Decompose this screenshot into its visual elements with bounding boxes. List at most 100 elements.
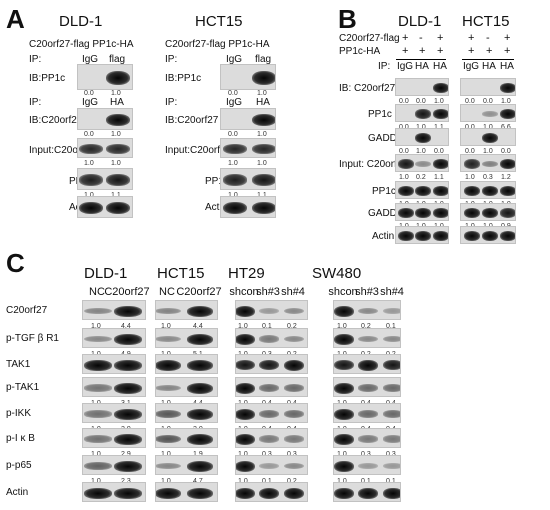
quant: 0.2 [287, 323, 297, 330]
band [500, 186, 515, 196]
band [156, 359, 182, 371]
quant: 0.0 [84, 131, 94, 138]
blot-dld1 [395, 154, 449, 172]
band [464, 208, 480, 218]
blot [155, 428, 218, 448]
panel-letter-b: B [338, 4, 357, 34]
band [258, 384, 280, 392]
cell-line-title: HCT15 [195, 13, 243, 30]
band [186, 382, 214, 394]
band [283, 462, 305, 470]
band [258, 410, 280, 418]
blot-hct15 [460, 181, 516, 199]
group-title: DLD-1 [84, 265, 128, 282]
blot [155, 328, 218, 348]
band [358, 435, 378, 443]
lane-label: C20orf27 [104, 286, 150, 298]
blot-dld1 [395, 104, 449, 122]
band [84, 335, 112, 343]
ip-lane: IgG [225, 54, 243, 65]
band [114, 408, 142, 420]
band [482, 133, 498, 143]
blot [155, 455, 218, 475]
band [236, 359, 256, 371]
sign: + [419, 45, 426, 57]
blot [82, 377, 146, 397]
band [415, 231, 431, 241]
construct-header: C20orf27-flag PP1c-HA [29, 39, 134, 50]
band [464, 231, 480, 241]
band [84, 359, 112, 371]
band [464, 159, 480, 169]
band [156, 409, 182, 419]
quant: 1.0 [337, 451, 347, 458]
quant: 6.6 [501, 124, 511, 131]
row-label: GADD34 [368, 208, 409, 219]
blot-ib-pp1c [77, 64, 133, 90]
ip-lane: HA [433, 61, 447, 72]
blot [235, 328, 308, 348]
blot [155, 354, 218, 374]
band [156, 384, 182, 392]
band [358, 410, 378, 418]
blot-input-c20orf27 [77, 138, 133, 158]
band [236, 382, 256, 394]
band [433, 109, 448, 119]
sign: + [468, 32, 475, 44]
blot [82, 300, 146, 320]
band [415, 133, 431, 143]
quant: 0.0 [501, 148, 511, 155]
construct-label: C20orf27-flag [339, 33, 400, 44]
quant: 1.0 [228, 192, 238, 199]
ip-lane: flag [254, 54, 272, 65]
band [482, 231, 498, 241]
band [258, 307, 280, 315]
ib-label: IB:PP1c [29, 73, 66, 84]
blot [82, 328, 146, 348]
quant: 1.0 [238, 451, 248, 458]
quant: 1.1 [257, 192, 267, 199]
row-label: Input: C20orf27 [339, 159, 408, 170]
band [114, 487, 142, 499]
quant: 1.1 [434, 124, 444, 131]
band [334, 487, 354, 499]
row-label: GADD34 [368, 133, 409, 144]
blot-dld1 [395, 128, 449, 146]
band [283, 384, 305, 392]
band [383, 487, 400, 499]
quant: 1.0 [91, 478, 101, 485]
band [84, 410, 112, 418]
input-label: Input:C20orf27 [29, 145, 96, 156]
band [106, 144, 130, 154]
ip-lane: IgG [81, 97, 99, 108]
band [383, 307, 400, 315]
band [186, 433, 214, 445]
quant: 0.0 [399, 98, 409, 105]
blot-pp1c [220, 168, 276, 190]
band [433, 186, 448, 196]
blot-hct15 [460, 128, 516, 146]
blot-hct15 [460, 226, 516, 244]
band [186, 359, 214, 371]
sign: + [504, 45, 511, 57]
band [84, 462, 112, 470]
cell-line-title: DLD-1 [398, 13, 442, 30]
blot-pp1c [77, 168, 133, 190]
blot-dld1 [395, 203, 449, 221]
blot [333, 403, 401, 423]
quant: 1.0 [91, 451, 101, 458]
band [500, 208, 515, 218]
band [283, 410, 305, 418]
band [114, 359, 142, 371]
quant: 0.3 [361, 451, 371, 458]
ip-label: IP: [29, 97, 42, 108]
quant: 1.0 [84, 192, 94, 199]
band [334, 359, 354, 371]
band [334, 333, 354, 345]
band [252, 113, 275, 127]
band [415, 208, 431, 218]
band [358, 359, 378, 371]
band [334, 460, 354, 472]
quant: 1.0 [228, 160, 238, 167]
band [500, 109, 515, 119]
